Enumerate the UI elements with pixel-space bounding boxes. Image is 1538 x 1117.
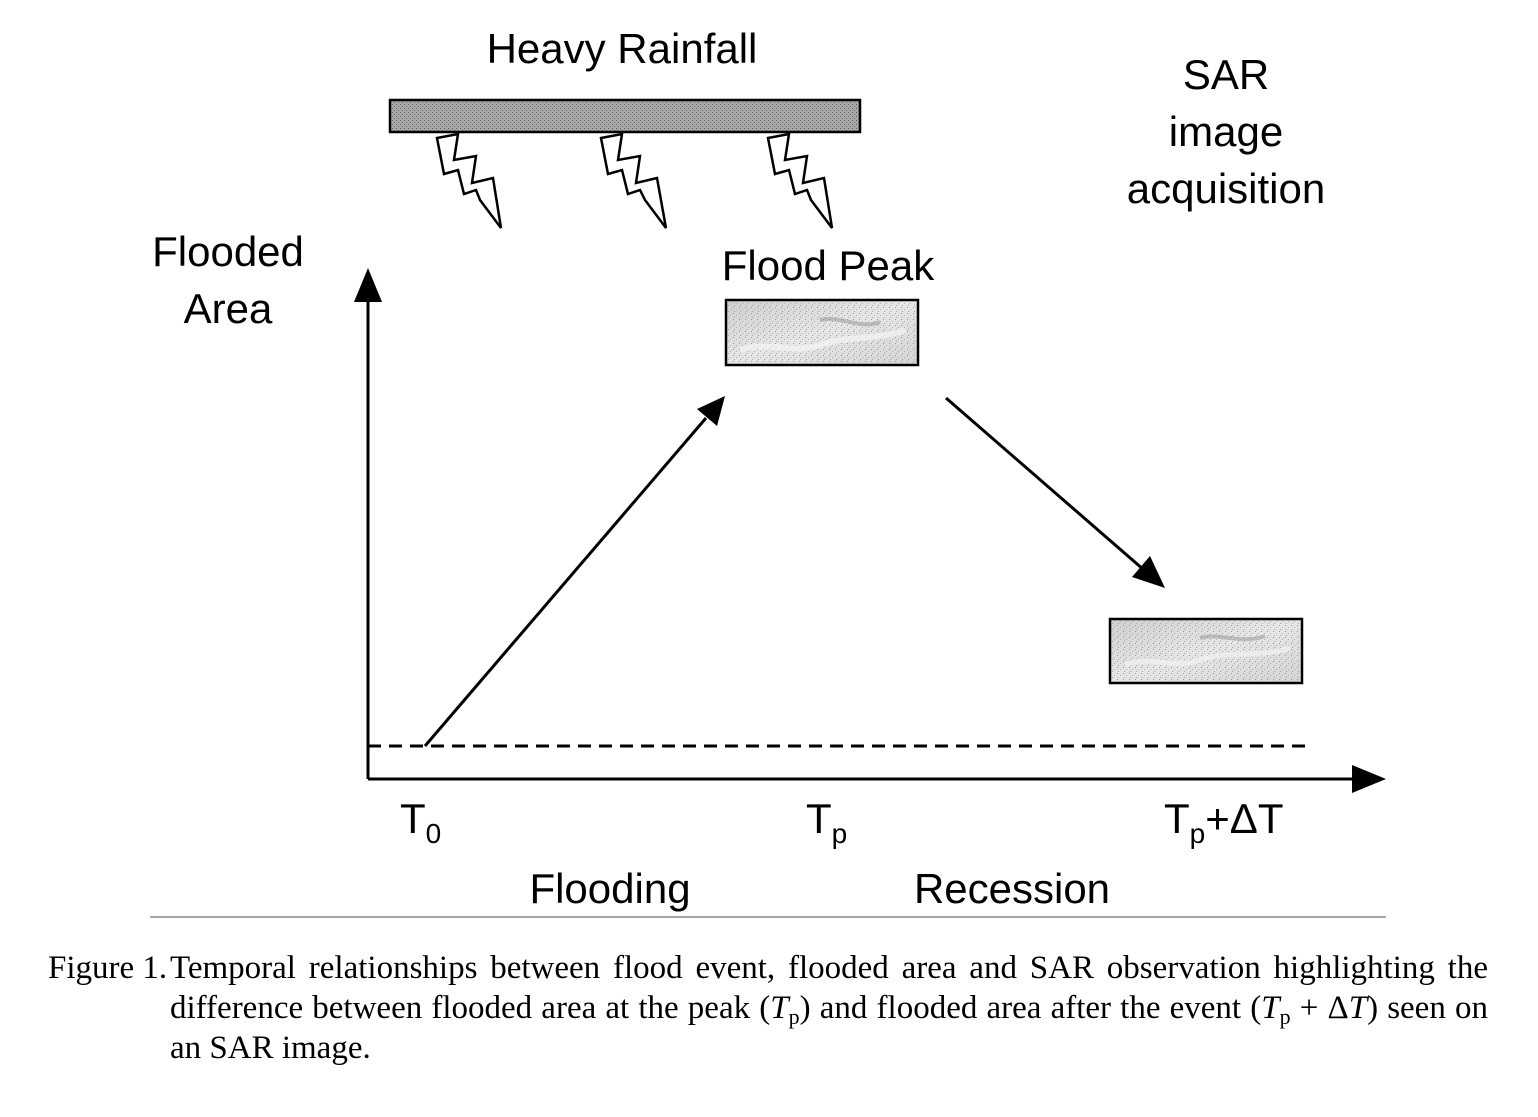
caption-fragment: p <box>1279 1004 1291 1029</box>
y-axis-label: Flooded Area <box>152 228 304 332</box>
axes <box>354 268 1386 793</box>
rising-arrow <box>423 396 725 747</box>
svg-text:Area: Area <box>184 285 273 332</box>
lightning-icon <box>599 132 668 229</box>
sar-acquisition-label: SAR image acquisition <box>1127 51 1325 212</box>
caption-fragment: T <box>770 990 789 1026</box>
svg-text:Tp+ΔT: Tp+ΔT <box>1164 795 1283 849</box>
caption-label: Figure 1. <box>48 950 168 986</box>
time-label-t0: T0 <box>400 795 441 849</box>
caption-fragment: p <box>788 1004 800 1029</box>
rainfall-bar <box>388 98 862 134</box>
svg-text:Flooded: Flooded <box>152 228 304 275</box>
lightning-icon <box>435 132 503 229</box>
caption-fragment: Temporal relationships between flood eve… <box>170 950 1488 1026</box>
x-axis-arrowhead <box>1352 765 1386 793</box>
caption-text: Temporal relationships between flood eve… <box>170 948 1488 1068</box>
recession-arrow <box>945 396 1165 588</box>
time-label-tp-delta: Tp+ΔT <box>1164 795 1283 849</box>
time-label-tp: Tp <box>806 795 847 849</box>
caption-fragment: T <box>1261 990 1280 1026</box>
lightning-icon <box>766 132 834 229</box>
sar-image-recession <box>1108 617 1304 685</box>
sar-image-peak <box>724 298 920 367</box>
phase-label-recession: Recession <box>914 865 1110 912</box>
caption-fragment: ) seen on an SAR image. <box>170 990 1488 1066</box>
figure-caption: Figure 1. Temporal relationships between… <box>48 948 1488 1068</box>
phase-label-flooding: Flooding <box>529 865 690 912</box>
y-axis-arrowhead <box>354 268 382 302</box>
caption-fragment: ) and flooded area after the event ( <box>799 990 1262 1026</box>
sar-label-line: acquisition <box>1127 165 1325 212</box>
svg-text:T0: T0 <box>400 795 441 849</box>
flood-peak-label: Flood Peak <box>722 242 935 289</box>
sar-label-line: image <box>1169 108 1283 155</box>
lightning-icons <box>435 132 834 229</box>
flood-timeline-diagram: Heavy Rainfall SAR image acquisition Flo… <box>150 25 1386 918</box>
caption-fragment: T <box>1348 990 1368 1026</box>
caption-fragment: + Δ <box>1290 990 1349 1026</box>
svg-text:Tp: Tp <box>806 795 847 849</box>
sar-label-line: SAR <box>1183 51 1269 98</box>
rainfall-label: Heavy Rainfall <box>487 25 758 72</box>
